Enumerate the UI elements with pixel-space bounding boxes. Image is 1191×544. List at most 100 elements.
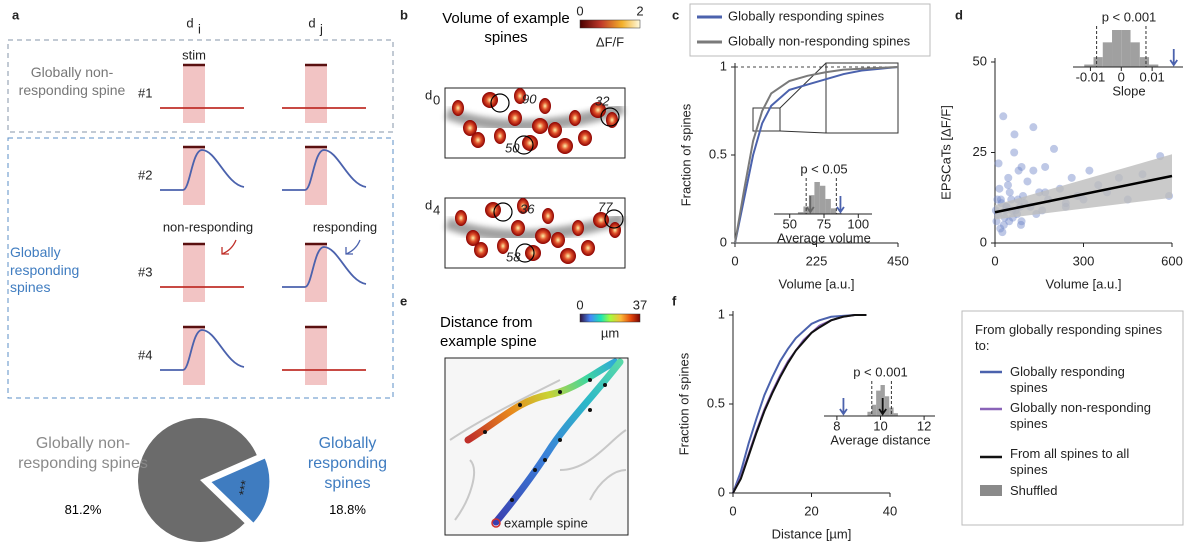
pie-slice [206,454,273,527]
hist-bar [893,413,898,416]
spine-dot [543,458,547,462]
spine-value: 36 [520,201,535,216]
spine-value: 90 [522,91,537,106]
cdf-line [732,314,867,494]
y-tick-label: 1 [720,58,727,73]
background-fiber [559,429,627,471]
colorbar-tick: 37 [633,297,647,312]
x-tick-label: 20 [804,503,818,518]
hist-bar [871,404,877,416]
cdf-line [732,314,867,494]
scatter-point [1004,173,1013,182]
y-axis-label: Fraction of spines [678,103,693,206]
hist-bar [1130,42,1140,67]
hist-bar [814,182,820,214]
day-subscript: 4 [433,202,440,217]
spine-blob [466,230,480,246]
hist-bar [867,411,872,416]
legend-box [689,3,931,57]
spine-dot [558,390,562,394]
x-axis-label: Volume [a.u.] [779,276,855,291]
scatter-point [1050,144,1058,153]
scatter-point [995,184,1004,193]
spine-value: 58 [506,249,521,264]
panel-title: Volume of example spines [442,10,570,46]
spine-blob [463,120,477,136]
stim-window [183,65,205,123]
scatter-point [1017,217,1026,226]
row-label: #2 [138,167,152,182]
annotation: non-responding [163,219,253,234]
spine-dot [588,378,592,382]
hist-bar [797,212,804,214]
y-axis-label: EPSCaTs [ΔF/F] [938,105,953,200]
panel-label: e [400,293,407,308]
x-tick-label: 0 [991,253,998,268]
spine-value: 50 [505,140,520,155]
spine-blob [557,138,573,154]
annotation: p < 0.05 [800,161,847,176]
spine-dot [533,468,537,472]
observed-arrow [839,398,848,416]
hist-bar [808,195,815,214]
scatter-point [996,195,1005,204]
x-tick-label: 100 [847,216,869,231]
x-tick-label: 225 [806,253,828,268]
colorbar [579,19,641,29]
row-label: #1 [138,85,152,100]
spine-blob [532,118,548,134]
x-tick-label: 600 [1161,253,1183,268]
y-tick-label: 25 [973,144,987,159]
dashed-box [7,39,394,133]
scatter-point [1005,188,1014,197]
pie-label: Globally responding spines [307,435,388,492]
scatter-point [1029,166,1038,175]
hist-bar [1084,64,1094,67]
dendrite-branch [492,358,624,526]
x-tick-label: 75 [817,216,831,231]
spine-blob [539,98,551,114]
background-fiber [589,469,627,501]
scatter-point [1005,217,1014,226]
x-tick-label: 0 [1118,69,1125,84]
fit-line [994,174,1173,214]
stim-window [183,244,205,302]
spine-blob [542,208,554,224]
panel-label: a [12,7,20,22]
spine-blob [609,222,621,238]
example-spine-label: example spine [504,515,588,530]
row-label: #3 [138,264,152,279]
scatter-point [998,228,1007,237]
pie-label: Globally non-responding spines [18,435,148,472]
legend-label: Globally non-responding spines [1010,400,1151,431]
legend-title: From globally responding spines to: [975,322,1163,353]
scatter-point [1067,173,1076,182]
spine-blob [474,242,488,258]
scatter-point [996,224,1005,233]
legend-swatch [980,485,1002,496]
trace [160,329,245,371]
y-tick-label: 50 [973,53,987,68]
x-tick-label: 40 [883,503,897,518]
spine-ring [604,209,624,229]
scatter-point [1041,162,1050,171]
spine-ring [515,243,535,263]
spine-dot [483,430,487,434]
example-spine [491,518,501,528]
x-tick-label: 12 [917,418,931,433]
x-tick-label: 0 [729,503,736,518]
zoom-box [825,62,899,134]
trace [160,149,245,191]
scatter-point [1010,148,1019,157]
day-label: d [186,15,193,30]
spine-blob [535,228,551,244]
observed-arrow [836,196,845,214]
cdf-line [734,66,899,244]
x-axis-label: Average distance [830,432,930,447]
group-label: Globally responding spines [10,244,80,295]
spine-blob [525,245,541,261]
stim-window [183,327,205,385]
y-tick-label: 0 [718,484,725,499]
spine-blob [572,220,584,236]
